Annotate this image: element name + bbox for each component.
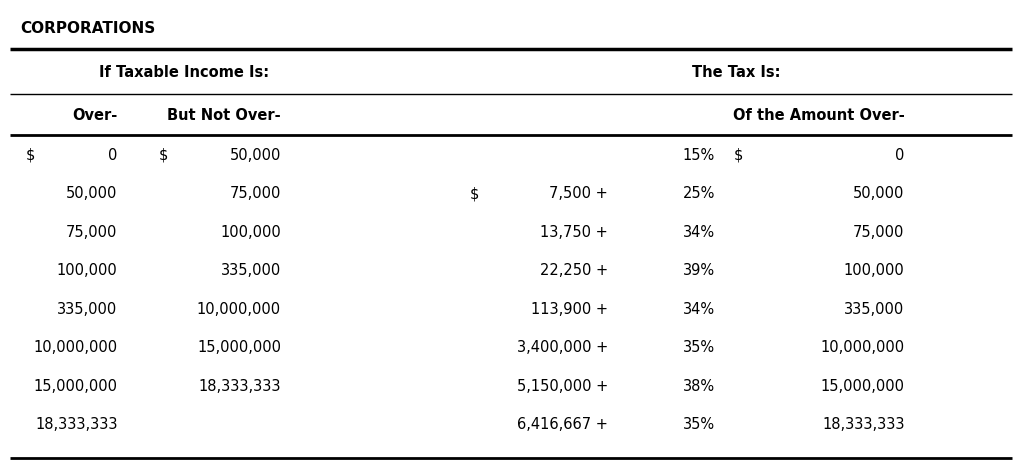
Text: Of the Amount Over-: Of the Amount Over- (733, 108, 904, 123)
Text: 3,400,000 +: 3,400,000 + (517, 340, 608, 355)
Text: 13,750 +: 13,750 + (541, 225, 608, 240)
Text: 100,000: 100,000 (221, 225, 281, 240)
Text: 25%: 25% (683, 186, 715, 201)
Text: 38%: 38% (683, 379, 714, 394)
Text: $: $ (158, 148, 168, 163)
Text: But Not Over-: But Not Over- (168, 108, 281, 123)
Text: 5,150,000 +: 5,150,000 + (517, 379, 608, 394)
Text: 39%: 39% (683, 263, 714, 278)
Text: The Tax Is:: The Tax Is: (692, 65, 780, 80)
Text: Over-: Over- (73, 108, 118, 123)
Text: 335,000: 335,000 (221, 263, 281, 278)
Text: 100,000: 100,000 (844, 263, 904, 278)
Text: 15%: 15% (683, 148, 715, 163)
Text: CORPORATIONS: CORPORATIONS (20, 21, 155, 36)
Text: $: $ (470, 186, 479, 201)
Text: 335,000: 335,000 (57, 302, 118, 317)
Text: 35%: 35% (683, 340, 714, 355)
Text: 10,000,000: 10,000,000 (34, 340, 118, 355)
Text: 10,000,000: 10,000,000 (197, 302, 281, 317)
Text: If Taxable Income Is:: If Taxable Income Is: (99, 65, 269, 80)
Text: 0: 0 (895, 148, 904, 163)
Text: 75,000: 75,000 (230, 186, 281, 201)
Text: 18,333,333: 18,333,333 (822, 417, 904, 432)
Text: 0: 0 (108, 148, 118, 163)
Text: $: $ (26, 148, 35, 163)
Text: 335,000: 335,000 (844, 302, 904, 317)
Text: 50,000: 50,000 (853, 186, 904, 201)
Text: 50,000: 50,000 (230, 148, 281, 163)
Text: 35%: 35% (683, 417, 714, 432)
Text: 113,900 +: 113,900 + (531, 302, 608, 317)
Text: 75,000: 75,000 (66, 225, 118, 240)
Text: 34%: 34% (683, 302, 714, 317)
Text: 15,000,000: 15,000,000 (34, 379, 118, 394)
Text: 22,250 +: 22,250 + (540, 263, 608, 278)
Text: 15,000,000: 15,000,000 (821, 379, 904, 394)
Text: 10,000,000: 10,000,000 (821, 340, 904, 355)
Text: 7,500 +: 7,500 + (550, 186, 608, 201)
Text: 100,000: 100,000 (57, 263, 118, 278)
Text: 15,000,000: 15,000,000 (197, 340, 281, 355)
Text: 50,000: 50,000 (66, 186, 118, 201)
Text: 6,416,667 +: 6,416,667 + (517, 417, 608, 432)
Text: 18,333,333: 18,333,333 (35, 417, 118, 432)
Text: 75,000: 75,000 (853, 225, 904, 240)
Text: 34%: 34% (683, 225, 714, 240)
Text: 18,333,333: 18,333,333 (198, 379, 281, 394)
Text: $: $ (734, 148, 743, 163)
